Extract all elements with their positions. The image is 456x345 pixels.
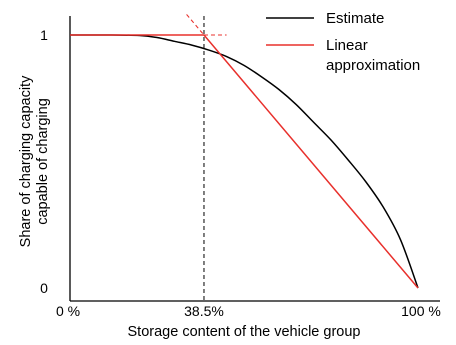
legend-label-linear-approximation-line-2: approximation bbox=[326, 57, 420, 74]
x-tick-label-1: 38.5% bbox=[184, 303, 224, 319]
linear-extension-sloped bbox=[186, 14, 205, 36]
axes: 0 1 0 % 38.5% 100 % bbox=[40, 16, 441, 319]
legend-label-estimate: Estimate bbox=[326, 10, 384, 27]
x-tick-label-2: 100 % bbox=[401, 303, 441, 319]
plot-area bbox=[69, 14, 419, 301]
series-linear-approximation-line bbox=[70, 34, 419, 289]
x-tick-label-0: 0 % bbox=[56, 303, 80, 319]
series-estimate-line bbox=[69, 34, 419, 289]
y-tick-label-0: 0 bbox=[40, 280, 48, 296]
legend-label-linear-approximation-line-1: Linear bbox=[326, 37, 368, 54]
y-axis-label-line-2: capable of charging bbox=[35, 98, 51, 225]
legend: Estimate Linear approximation bbox=[266, 10, 420, 74]
x-axis-label: Storage content of the vehicle group bbox=[128, 324, 361, 340]
y-tick-label-1: 1 bbox=[40, 27, 48, 43]
y-axis-label-line-1: Share of charging capacity bbox=[18, 75, 34, 247]
